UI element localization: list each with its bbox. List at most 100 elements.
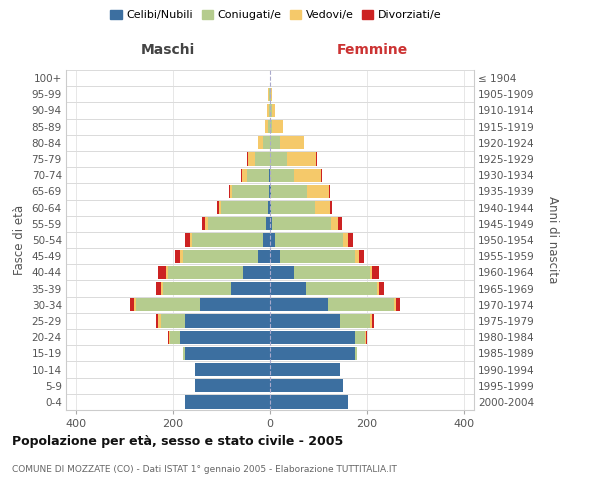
Bar [161, 282, 163, 295]
Bar [185, 314, 270, 328]
Bar [394, 298, 396, 312]
Bar [396, 298, 400, 312]
Bar [272, 120, 283, 134]
Bar [190, 234, 192, 246]
Bar [343, 234, 348, 246]
Y-axis label: Anni di nascita: Anni di nascita [546, 196, 559, 284]
Bar [192, 234, 263, 246]
Bar [315, 201, 330, 214]
Bar [202, 217, 205, 230]
Y-axis label: Fasce di età: Fasce di età [13, 205, 26, 275]
Bar [270, 168, 294, 182]
Bar [355, 250, 359, 263]
Bar [271, 88, 272, 101]
Bar [307, 185, 329, 198]
Bar [348, 234, 353, 246]
Bar [158, 314, 161, 328]
Bar [269, 185, 270, 198]
Bar [379, 282, 384, 295]
Bar [247, 168, 269, 182]
Bar [166, 266, 168, 279]
Bar [365, 330, 367, 344]
Bar [270, 346, 355, 360]
Bar [219, 201, 221, 214]
Bar [272, 104, 275, 117]
Bar [340, 314, 370, 328]
Bar [161, 314, 185, 328]
Text: Femmine: Femmine [337, 44, 407, 58]
Bar [243, 266, 270, 279]
Bar [248, 152, 256, 166]
Bar [270, 104, 272, 117]
Bar [256, 152, 270, 166]
Bar [271, 185, 307, 198]
Bar [294, 266, 370, 279]
Bar [205, 217, 208, 230]
Bar [263, 234, 270, 246]
Legend: Celibi/Nubili, Coniugati/e, Vedovi/e, Divorziati/e: Celibi/Nubili, Coniugati/e, Vedovi/e, Di… [106, 6, 446, 25]
Bar [130, 298, 134, 312]
Bar [270, 396, 348, 408]
Bar [270, 266, 294, 279]
Bar [272, 217, 331, 230]
Bar [270, 152, 287, 166]
Bar [338, 217, 342, 230]
Bar [168, 266, 243, 279]
Bar [185, 346, 270, 360]
Bar [316, 152, 317, 166]
Bar [170, 330, 180, 344]
Bar [359, 250, 364, 263]
Bar [377, 282, 379, 295]
Bar [372, 314, 374, 328]
Bar [267, 104, 269, 117]
Bar [185, 234, 190, 246]
Bar [270, 298, 328, 312]
Bar [355, 330, 365, 344]
Bar [270, 217, 272, 230]
Bar [270, 250, 280, 263]
Bar [241, 168, 242, 182]
Bar [232, 185, 269, 198]
Bar [258, 250, 270, 263]
Bar [270, 330, 355, 344]
Bar [270, 120, 272, 134]
Bar [242, 168, 247, 182]
Bar [329, 185, 330, 198]
Bar [266, 217, 270, 230]
Bar [221, 201, 268, 214]
Bar [217, 201, 219, 214]
Bar [208, 217, 266, 230]
Bar [270, 201, 271, 214]
Bar [355, 346, 358, 360]
Bar [230, 185, 232, 198]
Bar [287, 152, 316, 166]
Bar [134, 298, 136, 312]
Bar [136, 298, 200, 312]
Bar [182, 250, 258, 263]
Bar [321, 168, 322, 182]
Bar [180, 250, 182, 263]
Bar [280, 136, 304, 149]
Bar [370, 266, 372, 279]
Bar [265, 120, 268, 134]
Bar [270, 282, 307, 295]
Bar [372, 266, 379, 279]
Bar [195, 379, 270, 392]
Text: Popolazione per età, sesso e stato civile - 2005: Popolazione per età, sesso e stato civil… [12, 435, 343, 448]
Bar [229, 185, 230, 198]
Bar [268, 120, 270, 134]
Bar [271, 201, 315, 214]
Bar [163, 282, 231, 295]
Bar [175, 250, 180, 263]
Bar [231, 282, 270, 295]
Bar [280, 250, 355, 263]
Bar [330, 201, 332, 214]
Bar [185, 396, 270, 408]
Bar [269, 88, 270, 101]
Bar [270, 234, 275, 246]
Bar [200, 298, 270, 312]
Bar [247, 152, 248, 166]
Bar [258, 136, 263, 149]
Bar [270, 363, 340, 376]
Bar [182, 346, 185, 360]
